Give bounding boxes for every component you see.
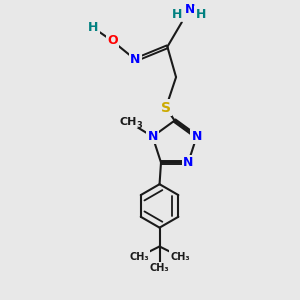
Text: CH₃: CH₃ <box>130 252 149 262</box>
Text: CH₃: CH₃ <box>170 252 190 262</box>
Text: N: N <box>183 156 194 169</box>
Text: N: N <box>147 130 158 143</box>
Text: N: N <box>191 130 202 143</box>
Text: N: N <box>130 53 141 66</box>
Text: N: N <box>185 3 195 16</box>
Text: CH: CH <box>120 117 137 127</box>
Text: H: H <box>196 8 206 20</box>
Text: 3: 3 <box>136 121 142 130</box>
Text: S: S <box>161 100 171 115</box>
Text: CH₃: CH₃ <box>150 263 169 273</box>
Text: O: O <box>107 34 118 47</box>
Text: N: N <box>185 3 195 16</box>
Text: H: H <box>88 21 99 34</box>
Text: H: H <box>172 8 183 20</box>
